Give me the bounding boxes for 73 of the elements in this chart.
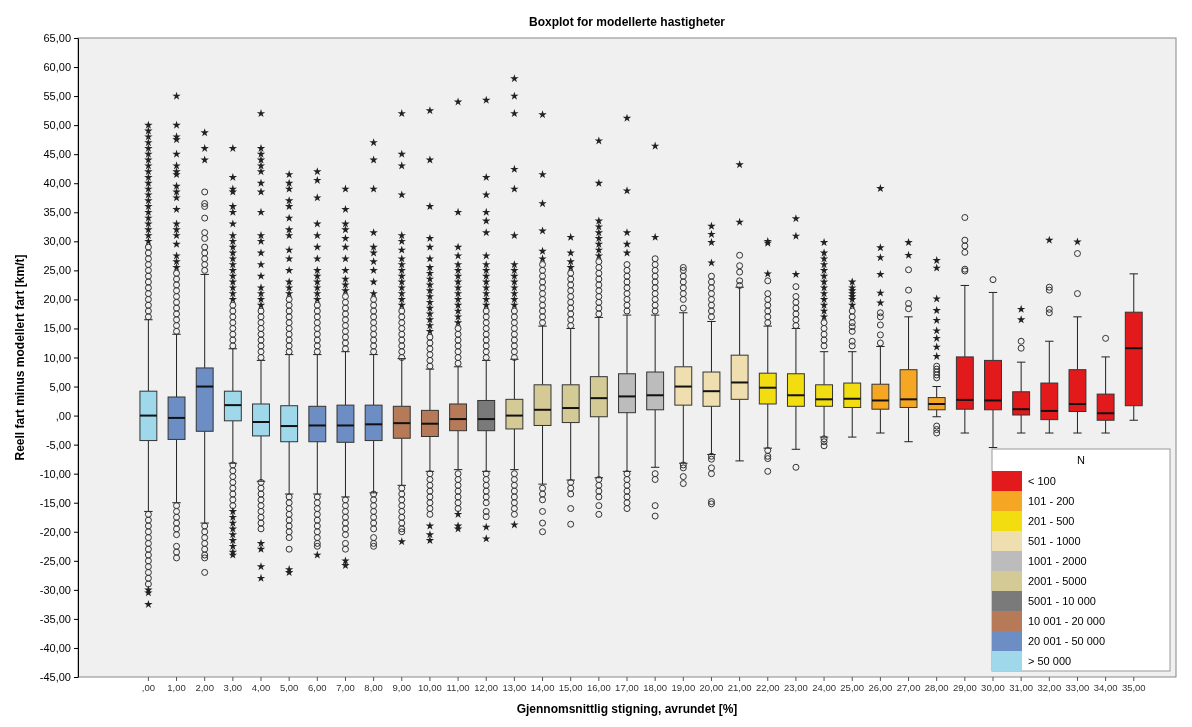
y-tick-label: 30,00 xyxy=(43,235,71,248)
x-tick-label: 28,00 xyxy=(924,682,949,693)
y-tick-label: 65,00 xyxy=(43,32,71,45)
x-tick-label: 30,00 xyxy=(981,682,1005,693)
legend-label: 10 001 - 20 000 xyxy=(1028,614,1106,627)
x-tick-label: 18,00 xyxy=(643,682,668,693)
y-tick-label: 10,00 xyxy=(43,351,71,364)
x-tick-label: 35,00 xyxy=(1121,682,1146,693)
legend-title: N xyxy=(1077,454,1086,466)
x-tick-label: 8,00 xyxy=(364,682,383,693)
legend-label: 101 - 200 xyxy=(1028,494,1075,507)
y-tick-label: 35,00 xyxy=(43,206,71,219)
y-tick-label: 40,00 xyxy=(43,177,71,190)
y-tick-label: 50,00 xyxy=(43,119,71,132)
x-tick-label: 7,00 xyxy=(336,682,355,693)
x-tick-label: 15,00 xyxy=(558,682,583,693)
legend-label: 20 001 - 50 000 xyxy=(1028,634,1106,647)
y-tick-label: 45,00 xyxy=(43,148,71,161)
x-tick-label: 34,00 xyxy=(1093,682,1118,693)
x-tick-label: 16,00 xyxy=(586,682,611,693)
y-tick-label: -15,00 xyxy=(39,496,71,509)
legend-label: 501 - 1000 xyxy=(1028,534,1081,547)
y-axis-title: Reell fart minus modellert fart [km/t] xyxy=(13,254,27,461)
legend-label: 2001 - 5000 xyxy=(1028,574,1087,587)
x-tick-label: 5,00 xyxy=(279,682,299,693)
x-tick-label: 32,00 xyxy=(1037,682,1062,693)
x-tick-label: 14,00 xyxy=(530,682,555,693)
y-tick-label: -25,00 xyxy=(39,554,71,567)
x-tick-label: 4,00 xyxy=(251,682,271,693)
x-tick-label: 13,00 xyxy=(502,682,527,693)
x-tick-label: 26,00 xyxy=(868,682,893,693)
y-tick-label: 20,00 xyxy=(43,293,71,306)
x-tick-label: 25,00 xyxy=(840,682,865,693)
x-tick-label: 22,00 xyxy=(755,682,780,693)
y-tick-label: 55,00 xyxy=(43,90,71,103)
y-tick-label: -20,00 xyxy=(39,525,71,538)
x-tick-label: ,00 xyxy=(141,682,155,693)
x-tick-label: 10,00 xyxy=(418,682,442,693)
x-tick-label: 29,00 xyxy=(952,682,977,693)
x-tick-label: 19,00 xyxy=(671,682,696,693)
y-tick-label: 5,00 xyxy=(49,380,71,393)
x-tick-label: 23,00 xyxy=(784,682,808,693)
x-tick-label: 6,00 xyxy=(308,682,327,693)
legend-label: > 50 000 xyxy=(1028,654,1072,667)
x-tick-label: 11,00 xyxy=(446,682,470,693)
y-tick-label: -35,00 xyxy=(39,612,71,625)
y-tick-label: 25,00 xyxy=(43,264,71,277)
x-tick-label: 9,00 xyxy=(392,682,412,693)
y-tick-label: -30,00 xyxy=(39,583,71,596)
legend-label: 201 - 500 xyxy=(1028,514,1075,527)
x-tick-label: 2,00 xyxy=(195,682,214,693)
x-tick-label: 21,00 xyxy=(727,682,752,693)
x-tick-label: 33,00 xyxy=(1065,682,1090,693)
x-tick-label: 27,00 xyxy=(896,682,921,693)
x-tick-label: 1,00 xyxy=(167,682,186,693)
legend-label: 1001 - 2000 xyxy=(1028,554,1087,567)
y-tick-label: -45,00 xyxy=(39,671,71,684)
y-tick-label: 15,00 xyxy=(43,322,71,335)
legend-label: < 100 xyxy=(1028,474,1056,487)
x-tick-label: 17,00 xyxy=(615,682,639,693)
y-tick-label: -5,00 xyxy=(45,438,71,451)
x-tick-label: 12,00 xyxy=(474,682,499,693)
chart-title: Boxplot for modellerte hastigheter xyxy=(528,15,726,29)
x-tick-label: 3,00 xyxy=(223,682,243,693)
x-tick-label: 20,00 xyxy=(699,682,724,693)
y-tick-label: -40,00 xyxy=(39,641,71,654)
y-tick-label: 60,00 xyxy=(43,61,71,74)
legend-label: 5001 - 10 000 xyxy=(1028,594,1096,607)
y-tick-label: -10,00 xyxy=(39,467,71,480)
y-tick-label: ,00 xyxy=(55,409,71,422)
x-tick-label: 31,00 xyxy=(1009,682,1034,693)
x-tick-label: 24,00 xyxy=(812,682,836,693)
x-axis-title: Gjennomsnittlig stigning, avrundet [%] xyxy=(516,702,738,716)
